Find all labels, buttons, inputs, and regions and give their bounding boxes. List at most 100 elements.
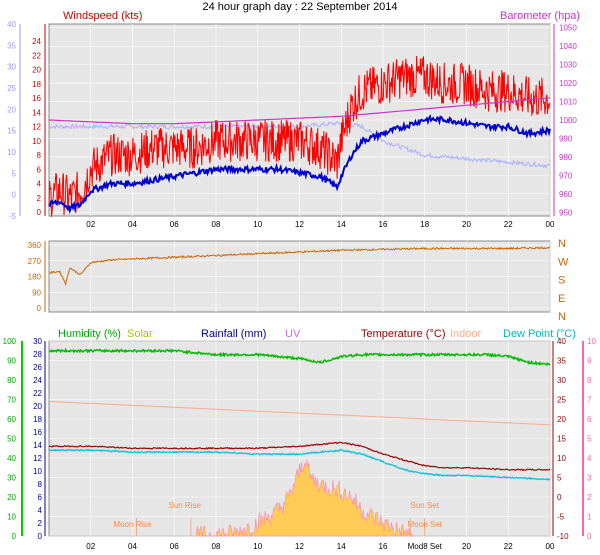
x-tick-label: 14 — [337, 220, 346, 229]
rain-tick: 28 — [33, 350, 42, 359]
uv-tick: 3 — [587, 474, 592, 483]
rain-tick: 18 — [33, 415, 42, 424]
baro-tick: 1020 — [559, 79, 577, 88]
dewpoint-label: Dew Point (°C) — [503, 328, 576, 340]
solar-area — [195, 459, 415, 538]
x-tick-label: 22 — [504, 220, 513, 229]
compass-letter: N — [558, 238, 566, 250]
wind-outer-tick: 15 — [7, 127, 16, 136]
x-tick-label: 14 — [337, 542, 346, 551]
humidity-tick: 100 — [3, 337, 17, 346]
x-tick-label: 02 — [86, 542, 95, 551]
baro-tick: 970 — [559, 171, 573, 180]
uv-label: UV — [285, 328, 301, 340]
temperature-tick: 5 — [557, 474, 562, 483]
uv-tick: 1 — [587, 513, 592, 522]
baro-tick: 990 — [559, 134, 573, 143]
sun-moon-label: Sun Rise — [168, 501, 201, 510]
baro-tick: 1030 — [559, 61, 577, 70]
direction-series — [48, 246, 551, 287]
wind-inner-tick: 12 — [32, 123, 41, 132]
x-tick-label: 00 — [546, 220, 555, 229]
temperature-tick: 10 — [557, 454, 566, 463]
temperature-tick: 20 — [557, 415, 566, 424]
dewpoint-line — [48, 448, 551, 481]
x-tick-label: 04 — [128, 220, 137, 229]
uv-tick: 8 — [587, 376, 592, 385]
x-tick-label: 10 — [253, 220, 262, 229]
windspeed-line — [48, 55, 551, 217]
rain-tick: 22 — [33, 389, 42, 398]
x-tick-label: 06 — [170, 220, 179, 229]
rain-tick: 24 — [33, 376, 42, 385]
direction-axis: 0 90 180 270 360 — [28, 241, 551, 313]
x-tick-label: 16 — [379, 542, 388, 551]
direction-tick: 180 — [28, 273, 42, 282]
rain-tick: 20 — [33, 402, 42, 411]
wind-inner-tick: 6 — [37, 165, 42, 174]
rain-tick: 4 — [38, 506, 43, 515]
x-tick-label: 22 — [504, 542, 513, 551]
baro-tick: 980 — [559, 153, 573, 162]
temperature-tick: 30 — [557, 376, 566, 385]
baro-tick: 1040 — [559, 42, 577, 51]
humidity-line — [49, 347, 551, 366]
wind-inner-tick: 2 — [37, 194, 42, 203]
wind-average-line — [48, 114, 551, 215]
x-tick-label: Mod8 Set — [408, 542, 443, 551]
sun-moon-label: Moon Rise — [113, 520, 152, 529]
x-tick-label: 08 — [212, 542, 221, 551]
wind-inner-tick: 24 — [32, 37, 41, 46]
rain-tick: 14 — [33, 441, 42, 450]
x-tick-label: 12 — [295, 220, 304, 229]
temperature-tick: 35 — [557, 357, 566, 366]
x-tick-label: 02 — [86, 220, 95, 229]
uv-tick: 0 — [587, 532, 592, 541]
compass-letter: N — [558, 311, 566, 323]
wind-outer-tick: -5 — [9, 212, 17, 221]
rain-tick: 0 — [38, 532, 43, 541]
rain-tick: 12 — [33, 454, 42, 463]
x-tick-label: 10 — [253, 542, 262, 551]
sun-moon-annotations: Moon Rise Sun Rise Sun Set Moon Set — [113, 501, 443, 536]
compass-letter: S — [558, 275, 565, 287]
temperature-line — [48, 441, 551, 472]
climate-x-axis: 02 04 06 08 10 12 14 16 Mod8 Set 20 22 00 — [86, 341, 555, 551]
barometer-line — [48, 97, 551, 125]
humidity-tick: 80 — [7, 376, 16, 385]
wind-axis-outer: -5 0 5 10 15 20 25 30 35 40 — [7, 20, 21, 221]
x-tick-label: 08 — [212, 220, 221, 229]
uv-tick: 5 — [587, 435, 592, 444]
baro-tick: 1050 — [559, 24, 577, 33]
humidity-tick: 90 — [7, 357, 16, 366]
sun-moon-label: Sun Set — [411, 501, 440, 510]
uv-tick: 4 — [587, 454, 592, 463]
x-tick-label: 04 — [128, 542, 137, 551]
temperature-label: Temperature (°C) — [361, 328, 445, 340]
wind-inner-tick: 20 — [32, 66, 41, 75]
baro-tick: 950 — [559, 208, 573, 217]
wind-inner-tick: 18 — [32, 80, 41, 89]
x-tick-label: 18 — [420, 220, 429, 229]
humidity-tick: 10 — [7, 513, 16, 522]
x-tick-label: 00 — [546, 542, 555, 551]
temperature-tick: -10 — [557, 532, 569, 541]
wind-inner-tick: 14 — [32, 108, 41, 117]
wind-inner-tick: 4 — [37, 180, 42, 189]
baro-tick: 1000 — [559, 116, 577, 125]
rain-tick: 30 — [33, 337, 42, 346]
wind-outer-tick: 40 — [7, 20, 16, 29]
humidity-tick: 70 — [7, 396, 16, 405]
humidity-tick: 60 — [7, 415, 16, 424]
wind-outer-tick: 20 — [7, 105, 16, 114]
x-tick-label: 20 — [462, 220, 471, 229]
humidity-tick: 50 — [7, 435, 16, 444]
wind-inner-tick: 22 — [32, 51, 41, 60]
baro-tick: 1010 — [559, 98, 577, 107]
temperature-tick: 0 — [557, 493, 562, 502]
indoor-label: Indoor — [450, 328, 482, 340]
direction-tick: 270 — [28, 257, 42, 266]
rain-tick: 26 — [33, 363, 42, 372]
wind-outer-tick: 30 — [7, 63, 16, 72]
